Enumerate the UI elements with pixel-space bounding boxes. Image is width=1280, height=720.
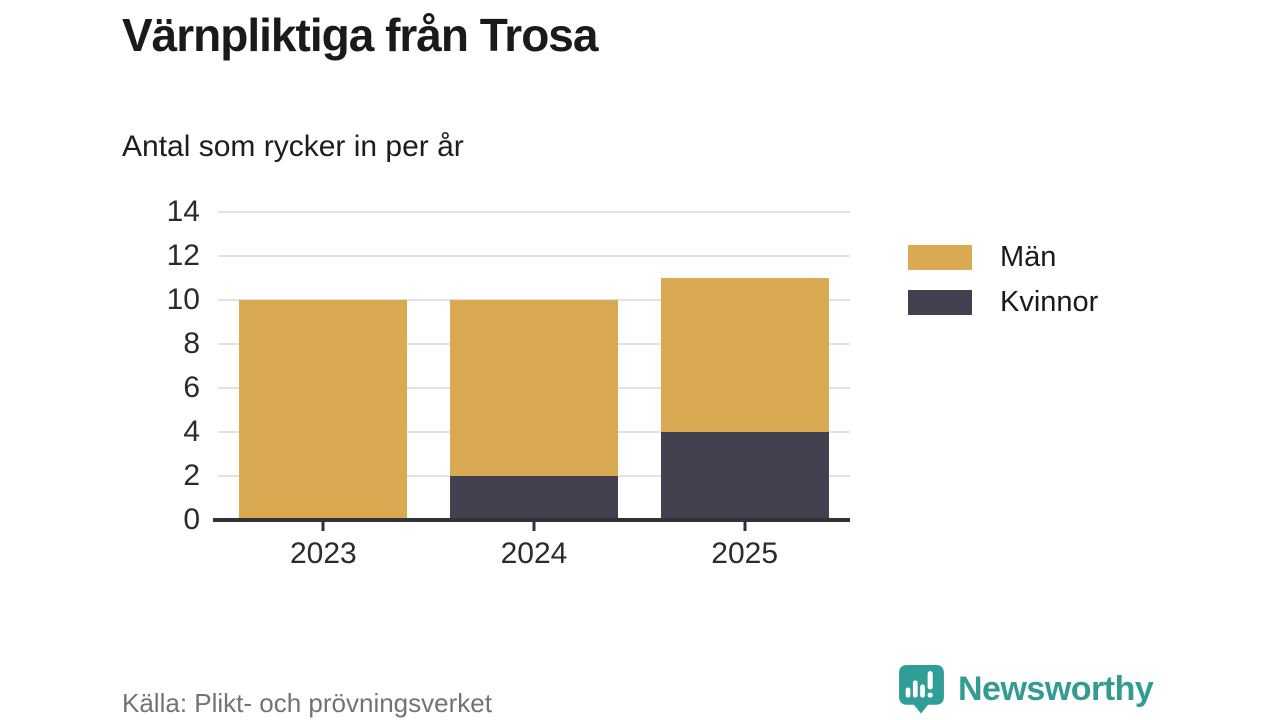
bar-segment-kvinnor-2024 xyxy=(450,476,618,520)
bar-segment-män-2023 xyxy=(239,300,408,520)
y-axis-tick-label: 14 xyxy=(166,195,200,228)
x-axis-tick-label: 2024 xyxy=(500,537,568,570)
legend-label: Män xyxy=(1000,241,1057,273)
legend-swatch xyxy=(908,290,972,315)
y-axis-tick-label: 6 xyxy=(183,371,200,404)
x-axis-tick-label: 2023 xyxy=(289,537,357,570)
newsworthy-logo[interactable]: Newsworthy xyxy=(896,663,1154,715)
x-axis-tick-label: 2025 xyxy=(711,537,779,570)
legend-item-män: Män xyxy=(908,241,1098,273)
newsworthy-bubble-chart-icon xyxy=(896,663,947,715)
bar-segment-kvinnor-2025 xyxy=(660,432,829,520)
x-axis-tick xyxy=(532,522,536,531)
legend-swatch xyxy=(908,245,972,270)
y-axis-tick-label: 10 xyxy=(166,283,200,316)
plot-area: 0 2 4 6 8 10 12 14 2023 2024 2025 xyxy=(167,197,850,570)
y-axis-tick-label: 0 xyxy=(183,503,200,536)
legend-label: Kvinnor xyxy=(1000,286,1099,318)
gridline xyxy=(218,255,850,257)
bar-segment-män-2024 xyxy=(450,300,618,476)
x-axis-line xyxy=(213,518,850,522)
y-axis-tick-label: 12 xyxy=(166,239,200,272)
legend: Män Kvinnor xyxy=(908,241,1098,335)
source-text: Källa: Plikt- och prövningsverket xyxy=(122,688,492,718)
bar-segment-män-2025 xyxy=(660,278,829,432)
y-axis-tick-label: 2 xyxy=(183,459,200,492)
page-title: Värnpliktiga från Trosa xyxy=(122,9,598,61)
y-axis-tick-label: 4 xyxy=(183,415,200,448)
legend-item-kvinnor: Kvinnor xyxy=(908,286,1098,318)
newsworthy-wordmark: Newsworthy xyxy=(958,669,1154,708)
y-axis-tick-label: 8 xyxy=(183,327,200,360)
chart-subtitle: Antal som rycker in per år xyxy=(122,130,464,163)
x-axis-tick xyxy=(743,522,747,531)
gridline xyxy=(218,211,850,213)
x-axis-tick xyxy=(321,522,325,531)
